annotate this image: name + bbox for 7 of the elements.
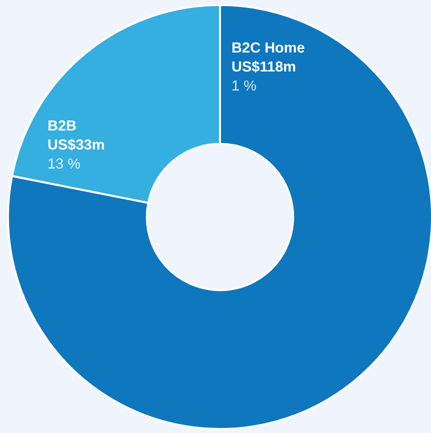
slice-label: B2C Home	[232, 40, 305, 56]
data-label: US$33m	[47, 137, 105, 154]
text: 13 %	[47, 156, 81, 172]
data-label: US$118m	[232, 59, 296, 76]
text: 1 %	[232, 78, 257, 94]
donut-slice	[7, 4, 431, 430]
slice-label: B2B	[47, 118, 76, 134]
